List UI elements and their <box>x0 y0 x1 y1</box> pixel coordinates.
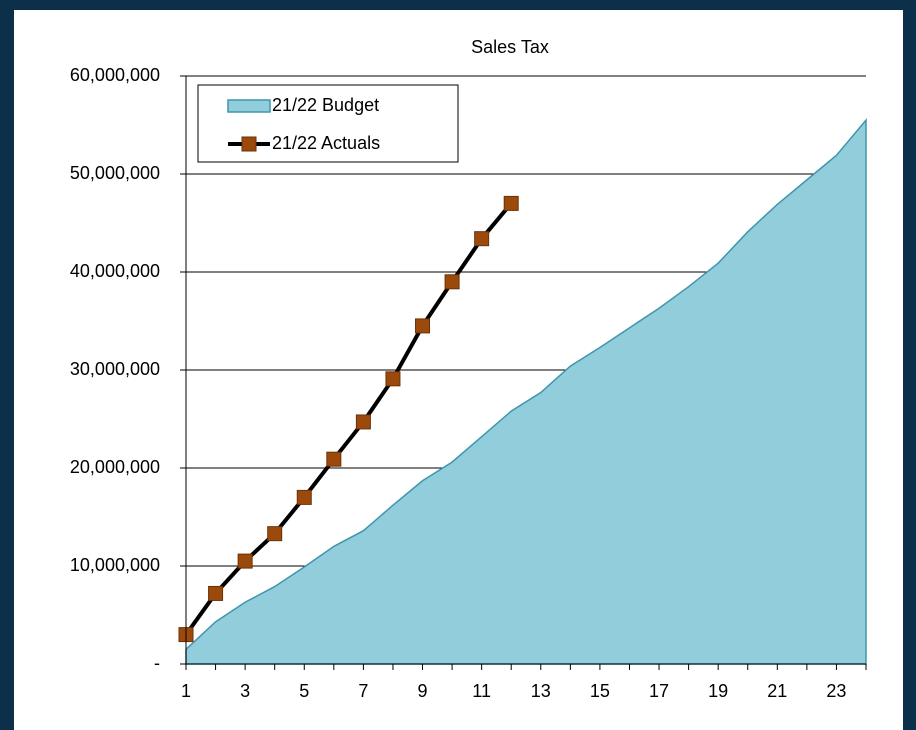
x-tick-label: 7 <box>358 681 368 701</box>
actuals-marker <box>296 489 312 505</box>
actuals-marker <box>208 585 224 601</box>
y-tick-label: 60,000,000 <box>70 65 160 85</box>
y-tick-label: - <box>154 653 160 673</box>
x-tick-label: 15 <box>590 681 610 701</box>
x-tick-label: 17 <box>649 681 669 701</box>
legend-label: 21/22 Budget <box>272 95 379 115</box>
legend-box <box>197 84 459 163</box>
x-tick-label: 23 <box>826 681 846 701</box>
legend-swatch <box>227 99 271 113</box>
y-tick-label: 10,000,000 <box>70 555 160 575</box>
actuals-marker <box>385 371 401 387</box>
x-tick-label: 11 <box>472 681 491 701</box>
legend-marker <box>241 136 257 152</box>
budget-area <box>185 118 867 665</box>
actuals-marker <box>415 318 431 334</box>
x-tick-label: 3 <box>240 681 250 701</box>
x-tick-label: 19 <box>708 681 728 701</box>
chart-title: Sales Tax <box>471 37 549 57</box>
actuals-marker <box>444 274 460 290</box>
y-tick-label: 40,000,000 <box>70 261 160 281</box>
x-tick-label: 9 <box>418 681 428 701</box>
y-tick-label: 20,000,000 <box>70 457 160 477</box>
x-tick-label: 13 <box>531 681 551 701</box>
y-tick-label: 30,000,000 <box>70 359 160 379</box>
actuals-marker <box>474 231 490 247</box>
x-tick-label: 1 <box>181 681 191 701</box>
actuals-marker <box>355 414 371 430</box>
x-tick-label: 5 <box>299 681 309 701</box>
actuals-marker <box>267 526 283 542</box>
y-tick-label: 50,000,000 <box>70 163 160 183</box>
x-tick-label: 21 <box>767 681 787 701</box>
legend-label: 21/22 Actuals <box>272 133 380 153</box>
actuals-marker <box>237 553 253 569</box>
actuals-marker <box>503 195 519 211</box>
actuals-marker <box>326 451 342 467</box>
